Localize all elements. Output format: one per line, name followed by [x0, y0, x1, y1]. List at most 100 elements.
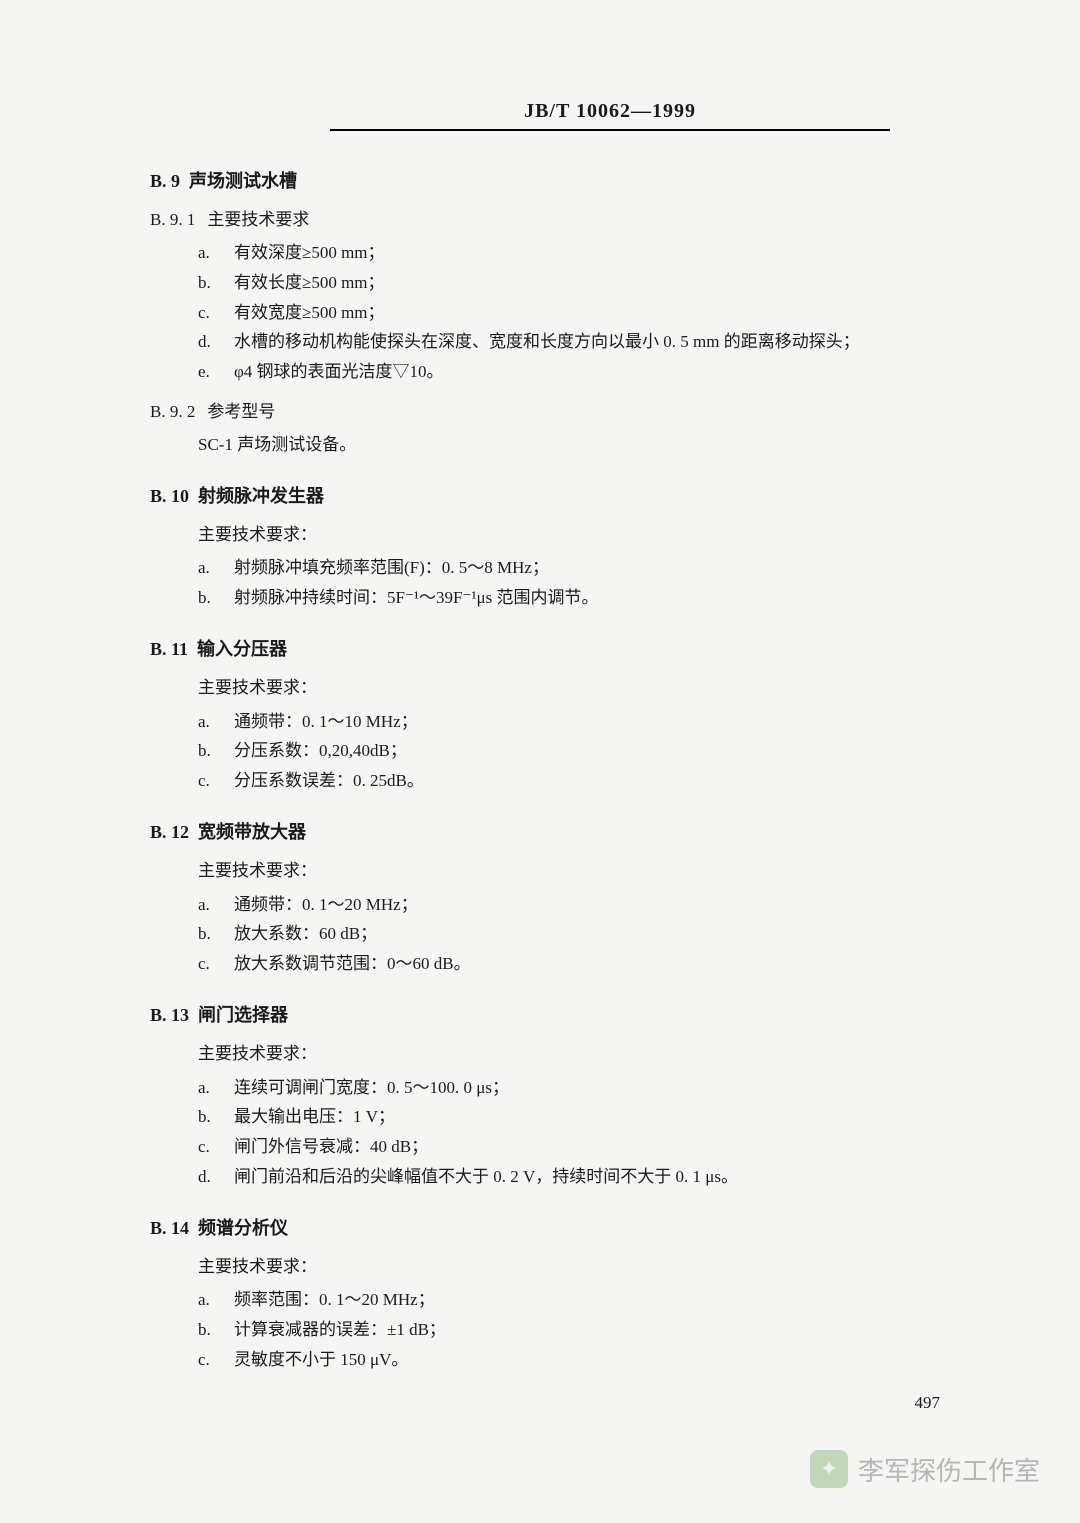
section-name: 射频脉冲发生器 — [198, 486, 324, 506]
list-item: b.射频脉冲持续时间：5F⁻¹～39F⁻¹μs 范围内调节。 — [198, 583, 950, 613]
section-name: 闸门选择器 — [198, 1005, 288, 1025]
list-item: e.φ4 钢球的表面光洁度▽10。 — [198, 357, 950, 387]
section-num: B. 10 — [150, 486, 189, 506]
list-item: c.放大系数调节范围：0～60 dB。 — [198, 949, 950, 979]
item-list-b12: a.通频带：0. 1～20 MHz； b.放大系数：60 dB； c.放大系数调… — [198, 890, 950, 979]
intro-line: 主要技术要求： — [198, 1252, 950, 1282]
section-num: B. 13 — [150, 1005, 189, 1025]
section-name: 频谱分析仪 — [198, 1218, 288, 1238]
section-b10-title: B. 10 射频脉冲发生器 — [150, 482, 950, 508]
section-b12-title: B. 12 宽频带放大器 — [150, 818, 950, 844]
item-label: d. — [198, 327, 234, 357]
item-list-b14: a.频率范围：0. 1～20 MHz； b.计算衰减器的误差：±1 dB； c.… — [198, 1285, 950, 1374]
section-name: 输入分压器 — [197, 639, 287, 659]
list-item: c.灵敏度不小于 150 μV。 — [198, 1345, 950, 1375]
item-text: 分压系数：0,20,40dB； — [234, 736, 950, 766]
section-b14-title: B. 14 频谱分析仪 — [150, 1214, 950, 1240]
item-text: 最大输出电压：1 V； — [234, 1102, 950, 1132]
intro-line: 主要技术要求： — [198, 1039, 950, 1069]
intro-line: 主要技术要求： — [198, 856, 950, 886]
section-num: B. 14 — [150, 1218, 189, 1238]
list-item: c.闸门外信号衰减：40 dB； — [198, 1132, 950, 1162]
item-label: a. — [198, 1073, 234, 1103]
wechat-icon: ✦ — [810, 1450, 848, 1488]
section-name: 宽频带放大器 — [198, 822, 306, 842]
item-text: φ4 钢球的表面光洁度▽10。 — [234, 357, 950, 387]
item-label: b. — [198, 583, 234, 613]
page-number: 497 — [915, 1393, 941, 1413]
item-text: 放大系数：60 dB； — [234, 919, 950, 949]
item-label: b. — [198, 736, 234, 766]
item-label: a. — [198, 553, 234, 583]
document-header: JB/T 10062—1999 — [330, 100, 890, 131]
item-label: c. — [198, 1345, 234, 1375]
item-list-b11: a.通频带：0. 1～10 MHz； b.分压系数：0,20,40dB； c.分… — [198, 707, 950, 796]
item-label: a. — [198, 238, 234, 268]
item-text: 射频脉冲填充频率范围(F)：0. 5～8 MHz； — [234, 553, 950, 583]
section-num: B. 12 — [150, 822, 189, 842]
subsection-num: B. 9. 2 — [150, 402, 195, 421]
item-text: 闸门前沿和后沿的尖峰幅值不大于 0. 2 V，持续时间不大于 0. 1 μs。 — [234, 1162, 950, 1192]
item-label: c. — [198, 298, 234, 328]
list-item: a.有效深度≥500 mm； — [198, 238, 950, 268]
item-text: 有效深度≥500 mm； — [234, 238, 950, 268]
item-label: c. — [198, 766, 234, 796]
item-label: a. — [198, 707, 234, 737]
item-list-b9: a.有效深度≥500 mm； b.有效长度≥500 mm； c.有效宽度≥500… — [198, 238, 950, 387]
list-item: b.计算衰减器的误差：±1 dB； — [198, 1315, 950, 1345]
item-text: 有效宽度≥500 mm； — [234, 298, 950, 328]
item-label: b. — [198, 919, 234, 949]
item-text: 射频脉冲持续时间：5F⁻¹～39F⁻¹μs 范围内调节。 — [234, 583, 950, 613]
subsection-b91: B. 9. 1 主要技术要求 — [150, 205, 950, 230]
list-item: a.射频脉冲填充频率范围(F)：0. 5～8 MHz； — [198, 553, 950, 583]
item-label: b. — [198, 1315, 234, 1345]
subsection-text: SC-1 声场测试设备。 — [198, 430, 950, 460]
item-label: c. — [198, 949, 234, 979]
list-item: a.频率范围：0. 1～20 MHz； — [198, 1285, 950, 1315]
item-label: d. — [198, 1162, 234, 1192]
subsection-b92: B. 9. 2 参考型号 — [150, 397, 950, 422]
subsection-num: B. 9. 1 — [150, 210, 195, 229]
watermark: ✦ 李军探伤工作室 — [810, 1450, 1040, 1488]
item-label: a. — [198, 1285, 234, 1315]
item-list-b13: a.连续可调闸门宽度：0. 5～100. 0 μs； b.最大输出电压：1 V；… — [198, 1073, 950, 1192]
item-text: 闸门外信号衰减：40 dB； — [234, 1132, 950, 1162]
item-label: b. — [198, 1102, 234, 1132]
item-text: 有效长度≥500 mm； — [234, 268, 950, 298]
list-item: b.最大输出电压：1 V； — [198, 1102, 950, 1132]
item-text: 通频带：0. 1～20 MHz； — [234, 890, 950, 920]
item-label: b. — [198, 268, 234, 298]
list-item: a.通频带：0. 1～20 MHz； — [198, 890, 950, 920]
section-b9-title: B. 9 声场测试水槽 — [150, 167, 950, 193]
list-item: d.闸门前沿和后沿的尖峰幅值不大于 0. 2 V，持续时间不大于 0. 1 μs… — [198, 1162, 950, 1192]
list-item: a.通频带：0. 1～10 MHz； — [198, 707, 950, 737]
item-text: 通频带：0. 1～10 MHz； — [234, 707, 950, 737]
list-item: a.连续可调闸门宽度：0. 5～100. 0 μs； — [198, 1073, 950, 1103]
section-name: 声场测试水槽 — [189, 171, 297, 191]
item-label: e. — [198, 357, 234, 387]
section-b13-title: B. 13 闸门选择器 — [150, 1001, 950, 1027]
subsection-name: 主要技术要求 — [207, 210, 309, 229]
item-text: 连续可调闸门宽度：0. 5～100. 0 μs； — [234, 1073, 950, 1103]
watermark-text: 李军探伤工作室 — [858, 1451, 1040, 1488]
list-item: b.分压系数：0,20,40dB； — [198, 736, 950, 766]
item-list-b10: a.射频脉冲填充频率范围(F)：0. 5～8 MHz； b.射频脉冲持续时间：5… — [198, 553, 950, 613]
item-text: 放大系数调节范围：0～60 dB。 — [234, 949, 950, 979]
section-num: B. 9 — [150, 171, 180, 191]
item-label: c. — [198, 1132, 234, 1162]
list-item: c.分压系数误差：0. 25dB。 — [198, 766, 950, 796]
item-text: 分压系数误差：0. 25dB。 — [234, 766, 950, 796]
intro-line: 主要技术要求： — [198, 673, 950, 703]
item-text: 计算衰减器的误差：±1 dB； — [234, 1315, 950, 1345]
list-item: c.有效宽度≥500 mm； — [198, 298, 950, 328]
item-text: 水槽的移动机构能使探头在深度、宽度和长度方向以最小 0. 5 mm 的距离移动探… — [234, 327, 950, 357]
section-b11-title: B. 11 输入分压器 — [150, 635, 950, 661]
list-item: b.放大系数：60 dB； — [198, 919, 950, 949]
list-item: b.有效长度≥500 mm； — [198, 268, 950, 298]
item-text: 频率范围：0. 1～20 MHz； — [234, 1285, 950, 1315]
item-text: 灵敏度不小于 150 μV。 — [234, 1345, 950, 1375]
subsection-name: 参考型号 — [207, 402, 275, 421]
intro-line: 主要技术要求： — [198, 520, 950, 550]
list-item: d.水槽的移动机构能使探头在深度、宽度和长度方向以最小 0. 5 mm 的距离移… — [198, 327, 950, 357]
item-label: a. — [198, 890, 234, 920]
